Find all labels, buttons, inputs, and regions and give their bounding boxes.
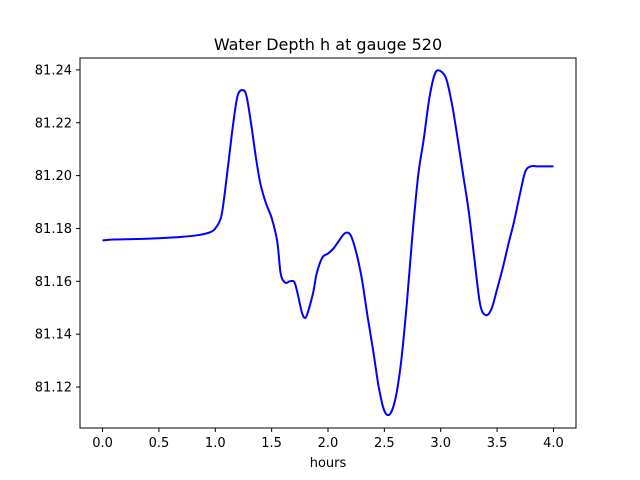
x-tick-label: 4.0 — [543, 436, 564, 451]
y-tick-label: 81.24 — [35, 63, 72, 78]
y-tick-label: 81.14 — [35, 328, 72, 343]
chart-title: Water Depth h at gauge 520 — [214, 35, 442, 54]
x-tick-label: 3.0 — [430, 436, 451, 451]
series-line-0 — [102, 69, 554, 417]
x-axis-label: hours — [310, 456, 347, 471]
y-tick-label: 81.22 — [35, 116, 72, 131]
x-axis: 0.0 0.5 1.0 1.5 2.0 2.5 3.0 3.5 4.0 — [92, 428, 564, 451]
x-tick-label: 1.0 — [205, 436, 226, 451]
y-axis: 81.12 81.14 81.16 81.18 81.20 81.22 81.24 — [35, 63, 80, 396]
y-tick-label: 81.18 — [35, 222, 72, 237]
plot-area — [102, 69, 554, 417]
y-tick-label: 81.12 — [35, 381, 72, 396]
x-tick-label: 0.5 — [149, 436, 170, 451]
x-tick-label: 0.0 — [92, 436, 113, 451]
x-tick-label: 3.5 — [487, 436, 508, 451]
x-tick-label: 2.5 — [374, 436, 395, 451]
y-tick-label: 81.20 — [35, 169, 72, 184]
x-tick-label: 1.5 — [261, 436, 282, 451]
y-tick-label: 81.16 — [35, 275, 72, 290]
x-tick-label: 2.0 — [318, 436, 339, 451]
